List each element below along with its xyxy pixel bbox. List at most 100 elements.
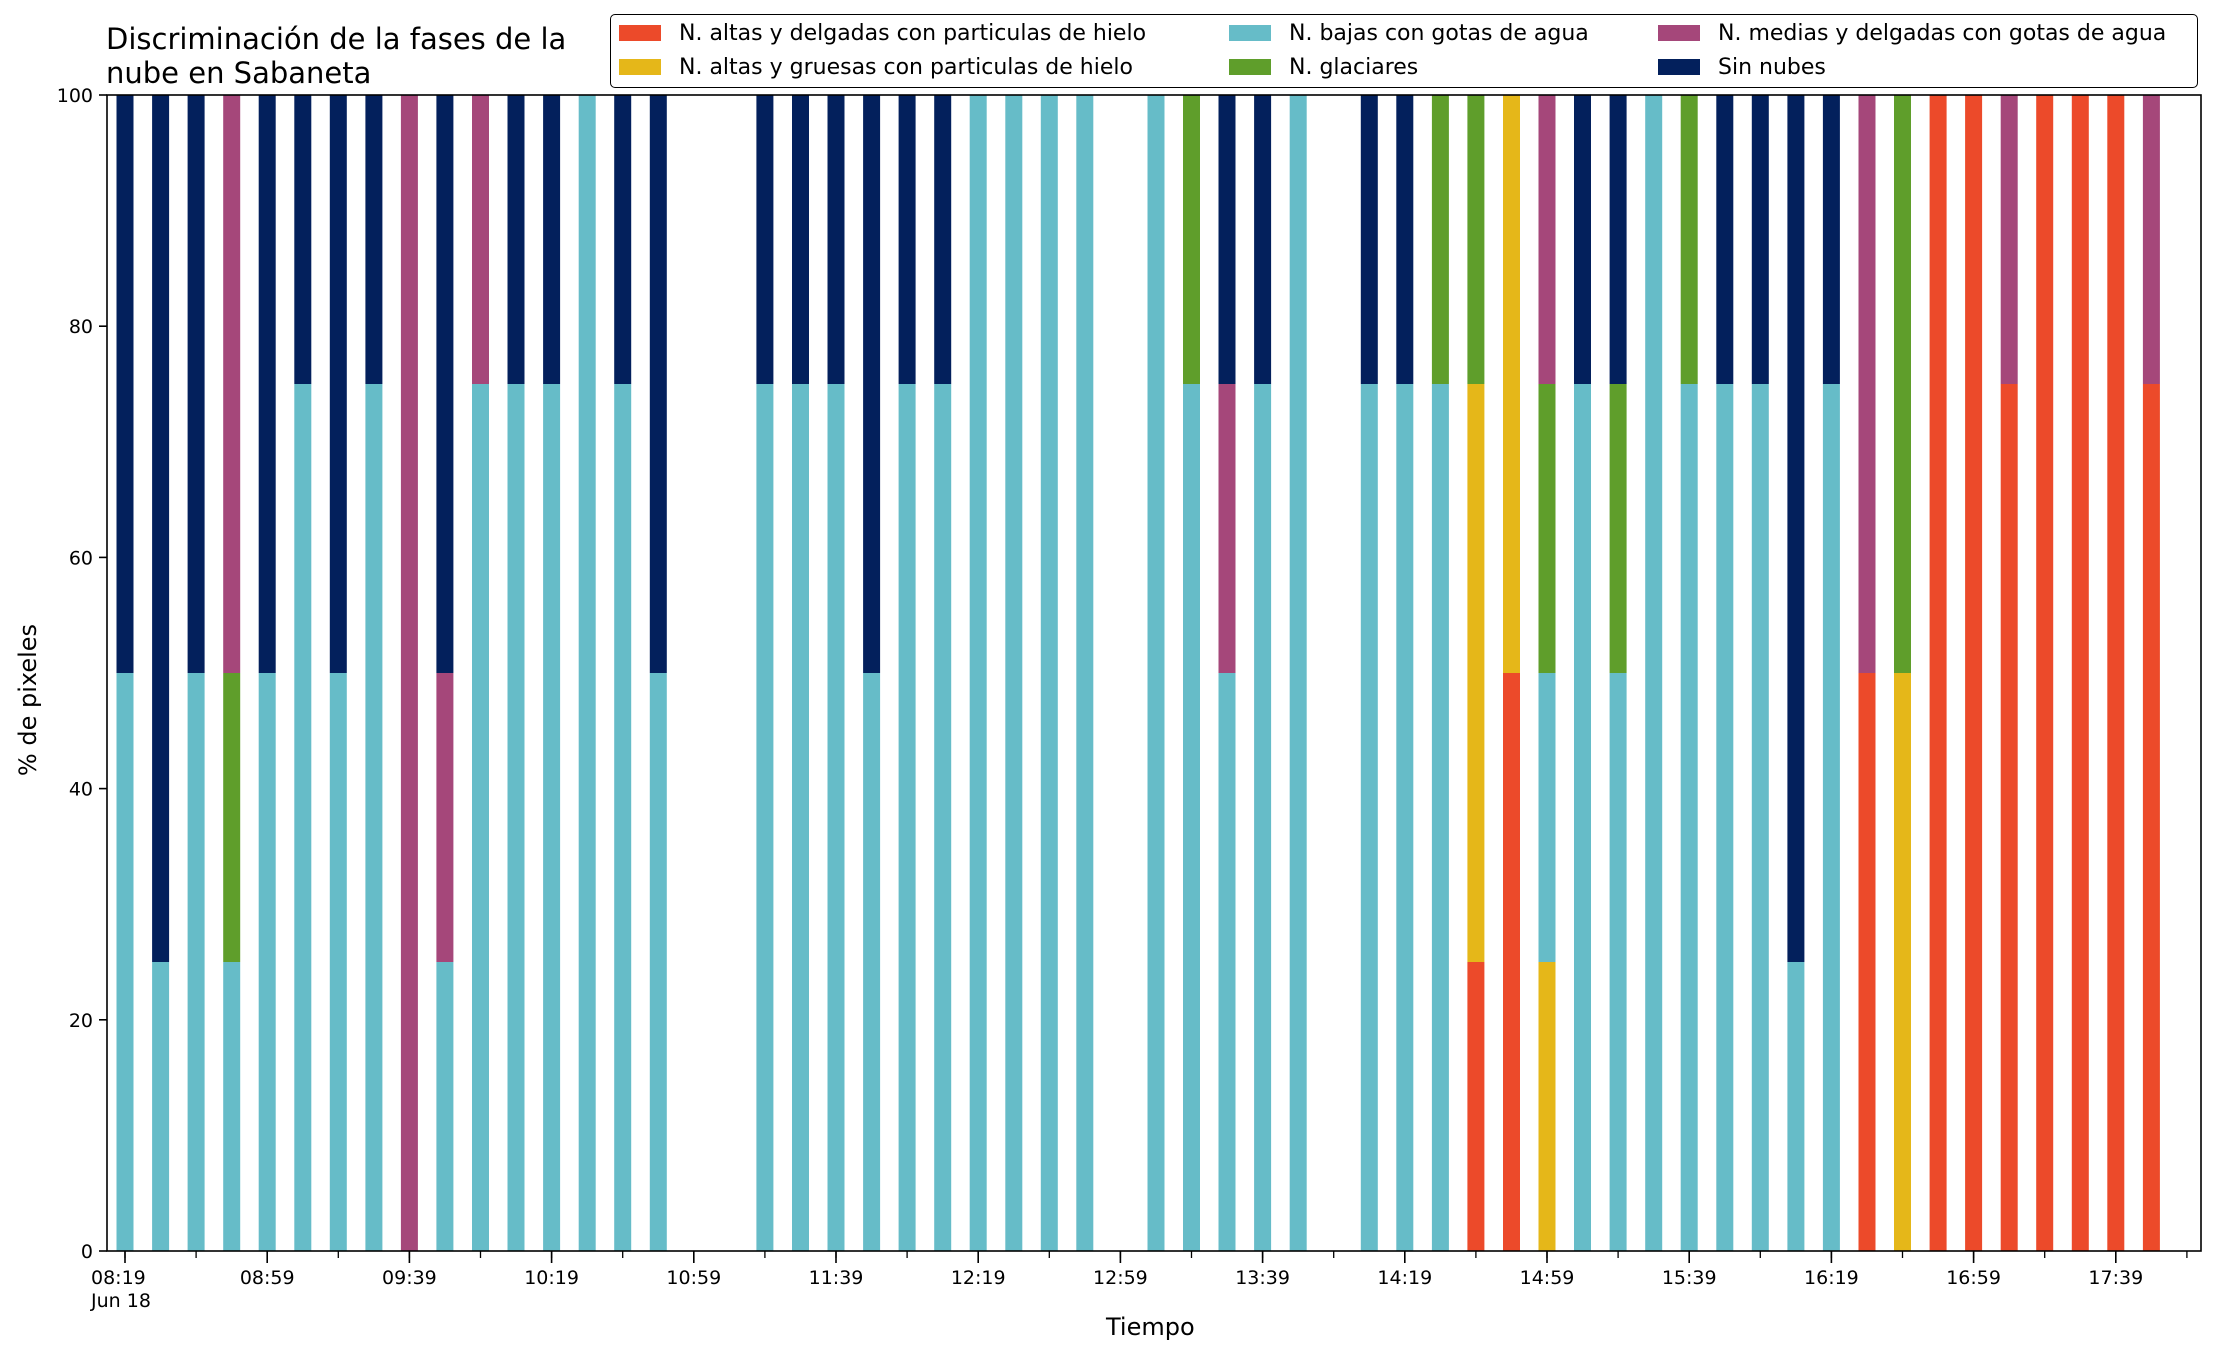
legend-item-bajas: N. bajas con gotas de agua (1229, 21, 1589, 47)
bar-segment-bajas (1574, 384, 1591, 1251)
bar-segment-bajas (1147, 95, 1165, 1251)
legend-item-sin-nubes: Sin nubes (1658, 55, 1826, 81)
bar-segment-bajas (365, 384, 383, 1251)
x-tick-label: 09:39 (382, 1267, 437, 1289)
bar-segment-medias (1218, 384, 1236, 673)
bar-segment-sin-nubes (365, 95, 383, 384)
bar-segment-sin-nubes (329, 95, 347, 673)
x-tick-label: 16:59 (1946, 1267, 2001, 1289)
bar-segment-sin-nubes (827, 95, 845, 384)
bar-segment-altas-gruesas (1894, 673, 1911, 1251)
bar-segment-glaciares (1431, 95, 1449, 384)
bar-segment-altas-delgadas (2107, 95, 2125, 1251)
bar-segment-sin-nubes (1218, 95, 1236, 384)
bar-segment-altas-delgadas (2036, 95, 2054, 1251)
bar-segment-bajas (1005, 95, 1023, 1251)
bar-segment-bajas (507, 384, 525, 1251)
x-tick-label: 17:39 (2088, 1267, 2143, 1289)
bar-segment-bajas (1040, 95, 1058, 1251)
bar-segment-medias (400, 95, 418, 1251)
bar-segment-bajas (1645, 95, 1663, 1251)
bar-segment-sin-nubes (258, 95, 276, 673)
x-tick-label: 14:19 (1377, 1267, 1432, 1289)
bar-segment-bajas (187, 673, 205, 1251)
chart-title: Discriminación de la fases de la nube en… (106, 22, 567, 90)
bar-segment-bajas (1254, 384, 1272, 1251)
legend-swatch (1658, 25, 1700, 41)
bar-segment-bajas (1716, 384, 1734, 1251)
bar-segment-sin-nubes (1787, 95, 1805, 962)
bar-segment-sin-nubes (507, 95, 525, 384)
legend-item-altas-gruesas: N. altas y gruesas con particulas de hie… (619, 55, 1133, 81)
legend-swatch (1229, 25, 1271, 41)
bar-segment-bajas (1218, 673, 1236, 1251)
legend-label: N. altas y gruesas con particulas de hie… (679, 55, 1133, 80)
bar-segment-bajas (1609, 673, 1627, 1251)
x-tick-label: 13:39 (1235, 1267, 1290, 1289)
legend-label: N. glaciares (1289, 55, 1419, 80)
bar-segment-medias (2000, 95, 2018, 384)
legend-swatch (619, 25, 661, 41)
bar-segment-medias (1538, 95, 1556, 384)
bar-segment-bajas (863, 673, 881, 1251)
bar-segment-glaciares (1467, 95, 1485, 384)
bar-segment-sin-nubes (1254, 95, 1272, 384)
bar-segment-medias (223, 95, 241, 673)
bar-segment-bajas (1183, 384, 1200, 1251)
bar-segment-sin-nubes (1751, 95, 1769, 384)
y-tick-label: 20 (69, 1010, 93, 1032)
bar-segment-sin-nubes (756, 95, 774, 384)
bar-segment-bajas (472, 384, 489, 1251)
bar-segment-bajas (1431, 384, 1449, 1251)
bar-segment-bajas (614, 384, 632, 1251)
bar-segment-altas-gruesas (1538, 962, 1556, 1251)
bar-segment-bajas (1360, 384, 1378, 1251)
y-tick-label: 80 (69, 316, 93, 338)
bar-segment-bajas (258, 673, 276, 1251)
bar-segment-sin-nubes (1360, 95, 1378, 384)
legend-swatch (1229, 59, 1271, 75)
legend-item-medias: N. medias y delgadas con gotas de agua (1658, 21, 2166, 47)
bar-segment-medias (2142, 95, 2160, 384)
bar-segment-sin-nubes (1822, 95, 1840, 384)
bar-segment-altas-delgadas (1929, 95, 1947, 1251)
x-tick-label: 10:19 (524, 1267, 579, 1289)
x-tick-label: 14:59 (1520, 1267, 1575, 1289)
bar-segment-bajas (1538, 673, 1556, 962)
y-tick-label: 60 (69, 547, 93, 569)
bar-segment-bajas (792, 384, 809, 1251)
legend-swatch (1658, 59, 1700, 75)
x-tick-label: 16:19 (1804, 1267, 1859, 1289)
bar-segment-bajas (543, 384, 561, 1251)
bar-segment-glaciares (223, 673, 241, 962)
bar-segment-sin-nubes (436, 95, 454, 673)
bar-segment-sin-nubes (792, 95, 809, 384)
x-tick-label: 12:19 (951, 1267, 1006, 1289)
y-axis-label: % de pixeles (14, 623, 42, 777)
bar-segment-bajas (1396, 384, 1414, 1251)
bar-segment-sin-nubes (898, 95, 916, 384)
bar-segment-sin-nubes (1396, 95, 1414, 384)
legend: N. altas y delgadas con particulas de hi… (610, 14, 2198, 88)
bar-segment-bajas (116, 673, 134, 1251)
x-tick-sublabel: Jun 18 (90, 1290, 151, 1312)
bar-segment-altas-gruesas (1467, 384, 1485, 962)
x-tick-label: 08:19 (91, 1267, 146, 1289)
bar-segment-bajas (436, 962, 454, 1251)
legend-item-altas-delgadas: N. altas y delgadas con particulas de hi… (619, 21, 1146, 47)
x-axis-label: Tiempo (1106, 1313, 1195, 1341)
bar-segment-altas-delgadas (2071, 95, 2089, 1251)
bar-segment-bajas (827, 384, 845, 1251)
x-tick-label: 12:59 (1093, 1267, 1148, 1289)
bar-segment-medias (1858, 95, 1876, 673)
y-tick-label: 40 (69, 779, 93, 801)
x-tick-label: 10:59 (666, 1267, 721, 1289)
bar-segment-altas-delgadas (1858, 673, 1876, 1251)
bar-segment-altas-delgadas (1503, 673, 1520, 1251)
bar-segment-bajas (934, 384, 952, 1251)
bar-segment-bajas (294, 384, 312, 1251)
bar-segment-altas-delgadas (2142, 384, 2160, 1251)
bar-segment-sin-nubes (543, 95, 561, 384)
x-tick-label: 08:59 (240, 1267, 295, 1289)
